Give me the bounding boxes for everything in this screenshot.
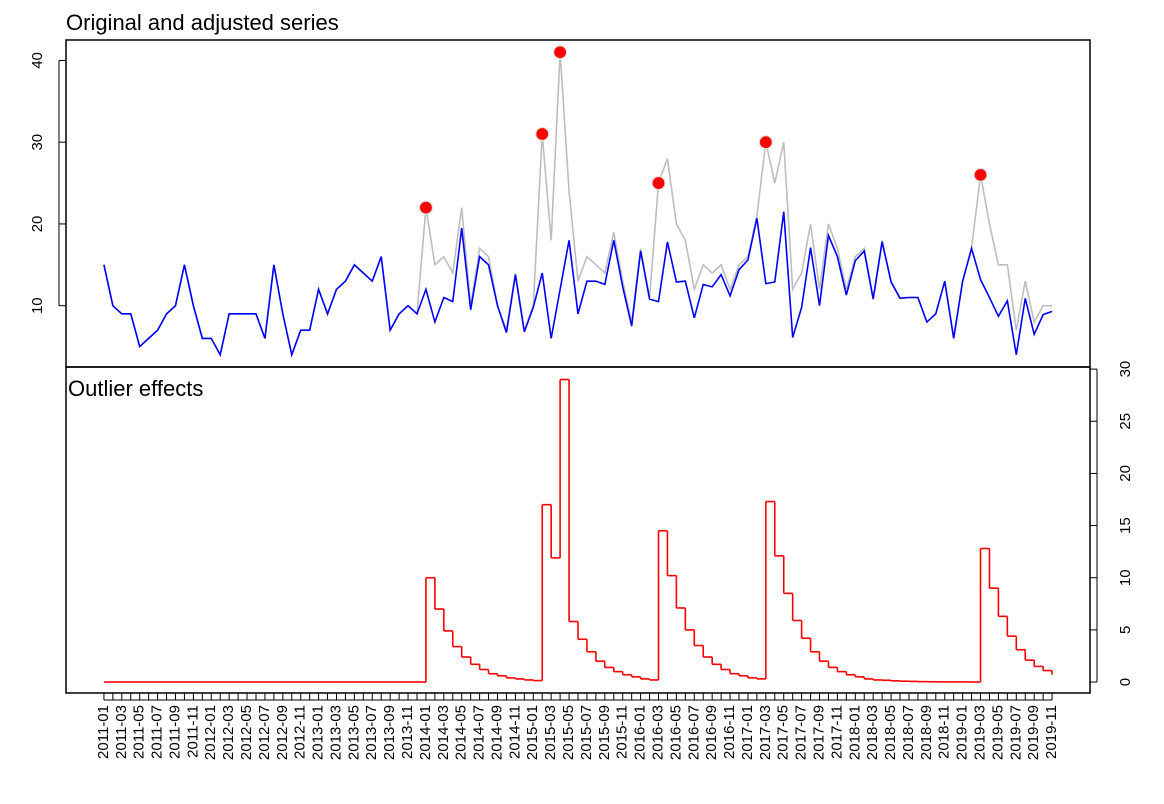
x-tick-label: 2013-03 bbox=[327, 705, 344, 760]
outlier-point bbox=[973, 167, 988, 182]
x-tick-label: 2016-07 bbox=[685, 705, 702, 760]
x-tick-label: 2017-11 bbox=[828, 705, 845, 759]
x-tick-label: 2014-09 bbox=[488, 705, 505, 760]
x-tick-label: 2019-05 bbox=[989, 705, 1006, 760]
x-tick-label: 2016-05 bbox=[667, 705, 684, 760]
x-tick-label: 2012-11 bbox=[292, 705, 309, 759]
x-tick-label: 2018-11 bbox=[936, 705, 953, 759]
outlier-point bbox=[418, 200, 434, 215]
x-tick-label: 2017-03 bbox=[757, 705, 774, 760]
x-tick-label: 2017-05 bbox=[775, 705, 792, 760]
x-tick-label: 2016-09 bbox=[703, 705, 720, 760]
y-tick-label: 40 bbox=[29, 52, 46, 69]
x-tick-label: 2019-03 bbox=[971, 705, 988, 760]
x-tick-label: 2015-09 bbox=[596, 705, 613, 760]
x-tick-label: 2017-09 bbox=[810, 705, 827, 760]
outlier-point bbox=[553, 45, 568, 60]
x-tick-label: 2011-01 bbox=[95, 705, 112, 759]
x-tick-label: 2018-07 bbox=[900, 705, 917, 760]
x-tick-label: 2019-07 bbox=[1007, 705, 1024, 760]
x-tick-label: 2018-03 bbox=[864, 705, 881, 760]
x-tick-label: 2018-05 bbox=[882, 705, 899, 760]
panel-frame bbox=[65, 39, 1091, 368]
x-tick-label: 2013-09 bbox=[381, 705, 398, 760]
x-tick-label: 2019-01 bbox=[954, 705, 971, 760]
x-tick-label: 2015-11 bbox=[614, 705, 631, 759]
x-tick-label: 2015-01 bbox=[524, 705, 541, 760]
x-tick-label: 2012-07 bbox=[256, 705, 273, 760]
x-tick-label: 2012-09 bbox=[274, 705, 291, 760]
x-tick-label: 2014-03 bbox=[435, 705, 452, 760]
x-tick-label: 2016-11 bbox=[721, 705, 738, 759]
x-tick-label: 2017-07 bbox=[793, 705, 810, 760]
y-tick-label: 20 bbox=[29, 216, 46, 233]
panel-title: Original and adjusted series bbox=[66, 10, 339, 35]
x-tick-label: 2012-05 bbox=[238, 705, 255, 760]
y-tick-label: 0 bbox=[1117, 678, 1134, 686]
panel-title: Outlier effects bbox=[68, 376, 203, 401]
y-tick-label: 30 bbox=[29, 134, 46, 151]
x-tick-label: 2011-03 bbox=[113, 705, 130, 759]
x-tick-label: 2016-03 bbox=[649, 705, 666, 760]
x-tick-label: 2015-05 bbox=[560, 705, 577, 760]
y-tick-label: 15 bbox=[1117, 517, 1134, 534]
x-tick-label: 2015-07 bbox=[578, 705, 595, 760]
x-tick-label: 2011-11 bbox=[184, 705, 201, 758]
x-tick-label: 2016-01 bbox=[632, 705, 649, 760]
x-tick-label: 2012-01 bbox=[202, 705, 219, 760]
x-tick-label: 2011-07 bbox=[149, 705, 166, 759]
panel-frame bbox=[65, 366, 1091, 694]
x-tick-label: 2013-01 bbox=[310, 705, 327, 760]
x-tick-label: 2019-11 bbox=[1043, 705, 1060, 759]
x-tick-label: 2011-09 bbox=[166, 705, 183, 759]
x-tick-label: 2018-01 bbox=[846, 705, 863, 760]
x-tick-label: 2013-11 bbox=[399, 705, 416, 759]
outlier-point bbox=[758, 135, 773, 150]
x-tick-label: 2019-09 bbox=[1025, 705, 1042, 760]
x-tick-label: 2013-07 bbox=[363, 705, 380, 760]
y-tick-label: 20 bbox=[1117, 465, 1134, 482]
x-tick-label: 2014-05 bbox=[453, 705, 470, 760]
x-tick-label: 2011-05 bbox=[131, 705, 148, 759]
x-tick-label: 2012-03 bbox=[220, 705, 237, 760]
y-tick-label: 30 bbox=[1117, 361, 1134, 378]
y-tick-label: 10 bbox=[1117, 569, 1134, 586]
x-tick-label: 2013-05 bbox=[345, 705, 362, 760]
series-line bbox=[103, 211, 1053, 358]
outlier-point bbox=[535, 126, 550, 142]
y-tick-label: 10 bbox=[29, 297, 46, 314]
x-tick-label: 2015-03 bbox=[542, 705, 559, 760]
x-tick-label: 2014-07 bbox=[471, 705, 488, 760]
y-tick-label: 25 bbox=[1117, 413, 1134, 430]
outlier-point bbox=[651, 175, 666, 191]
x-tick-label: 2014-01 bbox=[417, 705, 434, 760]
x-tick-label: 2017-01 bbox=[739, 705, 756, 760]
y-tick-label: 5 bbox=[1117, 626, 1134, 634]
x-tick-label: 2014-11 bbox=[506, 705, 523, 759]
x-tick-label: 2018-09 bbox=[918, 705, 935, 760]
